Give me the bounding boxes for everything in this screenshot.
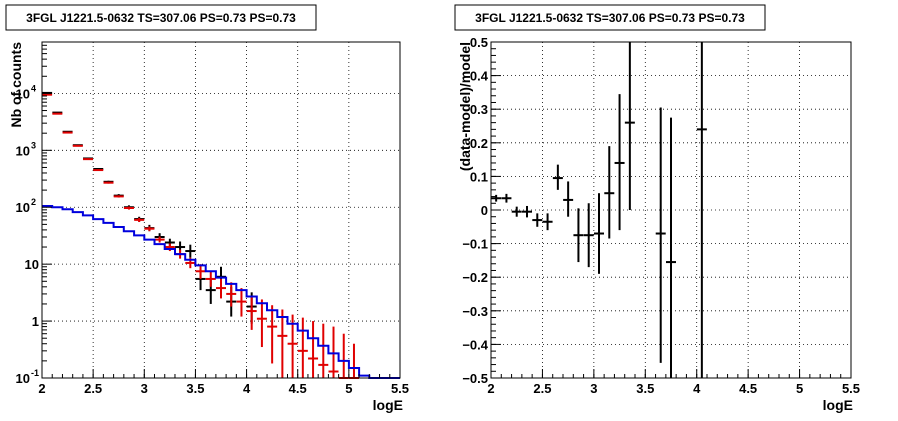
residual-y-tick-label: −0.4 [462,337,488,352]
residual-y-tick-label: −0.1 [462,237,488,252]
counts-data-point [236,288,247,317]
counts-x-tick-label: 4.5 [289,381,307,396]
residual-data-point [594,193,604,274]
counts-x-tick-label: 2 [38,381,45,396]
counts-y-tick-label: 10 [16,86,30,101]
residual-x-tick-label: 5.5 [842,381,860,396]
counts-data-point [205,271,216,287]
counts-data-point [328,326,339,378]
counts-data-point [185,244,196,258]
counts-data-point [154,236,165,243]
residual-y-axis-label: (data-model)/model [457,42,473,171]
residual-y-tick-label: −0.3 [462,304,488,319]
counts-data-point [256,299,267,348]
residual-y-tick-label: −0.2 [462,270,488,285]
counts-data-point [267,305,278,364]
residual-y-tick-label: 0.5 [470,35,488,50]
counts-y-tick-label: 10 [16,143,30,158]
residual-data-point [542,213,553,231]
counts-data-point [72,144,83,147]
residual-axis-ticks: 2 2.5 3 3.5 4 4.5 5 5.5 −0.5 −0.4 −0.3 −0.2 −0.1 0 0.1… [462,35,860,396]
counts-chart-title: 3FGL J1221.5-0632 TS=307.06 PS=0.73 PS=0… [26,11,296,25]
residual-data-marks [491,42,707,378]
residual-y-tick-label: 0.1 [470,169,488,184]
counts-y-tick-exponent: 3 [31,140,36,150]
counts-model-step-line [42,205,400,379]
counts-y-tick-label: 1 [32,314,39,329]
residual-data-point [604,146,615,239]
counts-data-point [277,309,288,378]
residual-y-tick-label: 0 [481,203,488,218]
residual-data-point [573,208,584,263]
counts-y-tick-label: 10 [16,200,30,215]
residual-x-tick-label: 4 [693,381,701,396]
residual-x-tick-label: 3.5 [636,381,654,396]
residual-y-tick-label: 0.3 [470,102,488,117]
counts-y-tick-label: 10 [25,257,39,272]
counts-data-point [318,323,329,378]
residual-data-point [532,213,543,227]
counts-panel: 3FGL J1221.5-0632 TS=307.06 PS=0.73 PS=0… [5,4,409,413]
counts-data-point [52,112,63,115]
residual-x-tick-label: 2.5 [533,381,551,396]
residual-data-point [666,117,676,378]
counts-y-tick-label: 10 [16,371,30,386]
residual-data-point [511,206,522,217]
residual-y-tick-label: 0.4 [470,69,489,84]
counts-data-point [144,226,155,232]
residual-x-tick-label: 2 [487,381,494,396]
residual-data-point [563,181,574,217]
counts-data-point [42,93,53,96]
counts-data-point [103,181,114,184]
counts-data-marks [42,91,400,379]
counts-data-point [113,195,124,198]
counts-x-tick-label: 5.5 [391,381,409,396]
counts-data-point [287,314,298,378]
residual-panel: 3FGL J1221.5-0632 TS=307.06 PS=0.73 PS=0… [454,4,860,413]
residual-data-point [614,94,625,231]
residual-data-point [491,194,502,202]
residual-chart-title: 3FGL J1221.5-0632 TS=307.06 PS=0.73 PS=0… [475,11,745,25]
counts-x-tick-label: 3.5 [186,381,204,396]
counts-title-box [5,4,317,31]
residual-y-tick-label: −0.5 [462,371,488,386]
residual-data-point [522,205,532,218]
residual-x-tick-label: 5 [796,381,803,396]
counts-gridlines [42,42,400,378]
counts-y-tick-exponent: 2 [31,197,36,207]
residual-y-tick-label: 0.2 [470,136,488,151]
residual-x-tick-label: 3 [590,381,597,396]
counts-data-point [226,282,237,307]
residual-data-point [501,193,512,203]
counts-x-tick-label: 2.5 [84,381,102,396]
residual-data-point [583,203,594,268]
counts-y-tick-exponent: 4 [31,83,36,93]
counts-data-point [93,169,104,172]
residual-x-tick-label: 4.5 [739,381,757,396]
residual-data-point [655,107,666,363]
counts-x-tick-label: 4 [243,381,251,396]
counts-data-point [308,321,319,378]
counts-data-point [195,264,206,279]
residual-x-axis-label: logE [823,397,853,413]
residual-data-point [552,164,563,190]
counts-data-point [123,206,134,210]
counts-data-point [246,295,257,330]
counts-x-axis-label: logE [373,397,403,413]
counts-y-tick-exponent: -1 [31,368,39,378]
counts-x-tick-label: 3 [141,381,148,396]
residual-title-box [454,4,766,31]
residual-data-point [624,42,635,210]
counts-data-point [62,131,73,134]
residual-data-point [696,42,707,378]
counts-data-point [83,158,94,161]
counts-x-tick-label: 5 [345,381,352,396]
counts-data-point [297,317,308,378]
counts-y-axis-label: Nb of counts [8,42,24,128]
counts-data-point [134,217,145,223]
counts-data-point [216,278,226,299]
